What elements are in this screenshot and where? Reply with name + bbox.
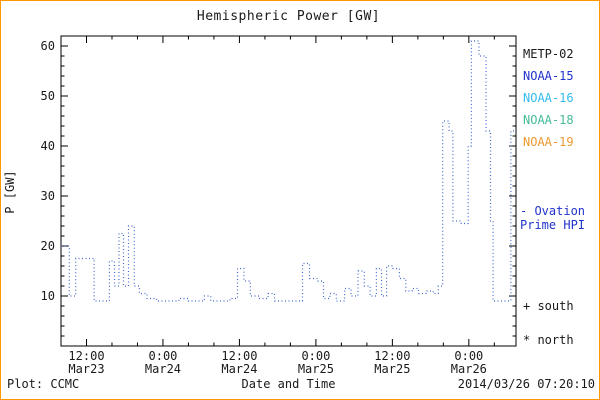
x-tick-date-label: Mar26 — [451, 362, 487, 376]
legend-item-noaa-18: NOAA-18 — [523, 113, 574, 127]
x-tick-date-label: Mar25 — [298, 362, 334, 376]
x-tick-date-label: Mar24 — [221, 362, 257, 376]
y-tick-label: 60 — [41, 39, 55, 53]
y-tick-label: 40 — [41, 139, 55, 153]
plot-source-label: Plot: CCMC — [7, 377, 80, 391]
x-tick-time-label: 12:00 — [221, 349, 257, 363]
x-tick-time-label: 0:00 — [149, 349, 178, 363]
legend-marker-north: * north — [523, 333, 574, 347]
x-axis-label: Date and Time — [241, 377, 336, 391]
x-tick-time-label: 0:00 — [301, 349, 330, 363]
y-tick-label: 30 — [41, 189, 55, 203]
y-tick-label: 20 — [41, 239, 55, 253]
legend-ovation-line2: Prime HPI — [520, 218, 586, 232]
x-tick-time-label: 12:00 — [374, 349, 410, 363]
plot-frame — [60, 35, 517, 347]
x-tick-date-label: Mar23 — [68, 362, 104, 376]
y-axis-label: P [GW] — [3, 170, 17, 214]
x-tick-date-label: Mar25 — [374, 362, 410, 376]
hpi-step-line — [61, 40, 516, 302]
legend-ovation-line1: - Ovation — [520, 204, 586, 218]
chart-title: Hemispheric Power [GW] — [196, 9, 381, 24]
x-tick-date-label: Mar24 — [145, 362, 181, 376]
legend-marker-south: + south — [523, 299, 574, 313]
x-tick-time-label: 0:00 — [454, 349, 483, 363]
legend-item-noaa-19: NOAA-19 — [523, 135, 574, 149]
x-tick-time-label: 12:00 — [68, 349, 104, 363]
y-tick-label: 50 — [41, 89, 55, 103]
plot-timestamp: 2014/03/26 07:20:10 — [457, 377, 595, 391]
legend-item-noaa-15: NOAA-15 — [523, 69, 574, 83]
y-tick-label: 10 — [41, 289, 55, 303]
legend-item-metp-02: METP-02 — [523, 47, 574, 61]
legend-item-noaa-16: NOAA-16 — [523, 91, 574, 105]
